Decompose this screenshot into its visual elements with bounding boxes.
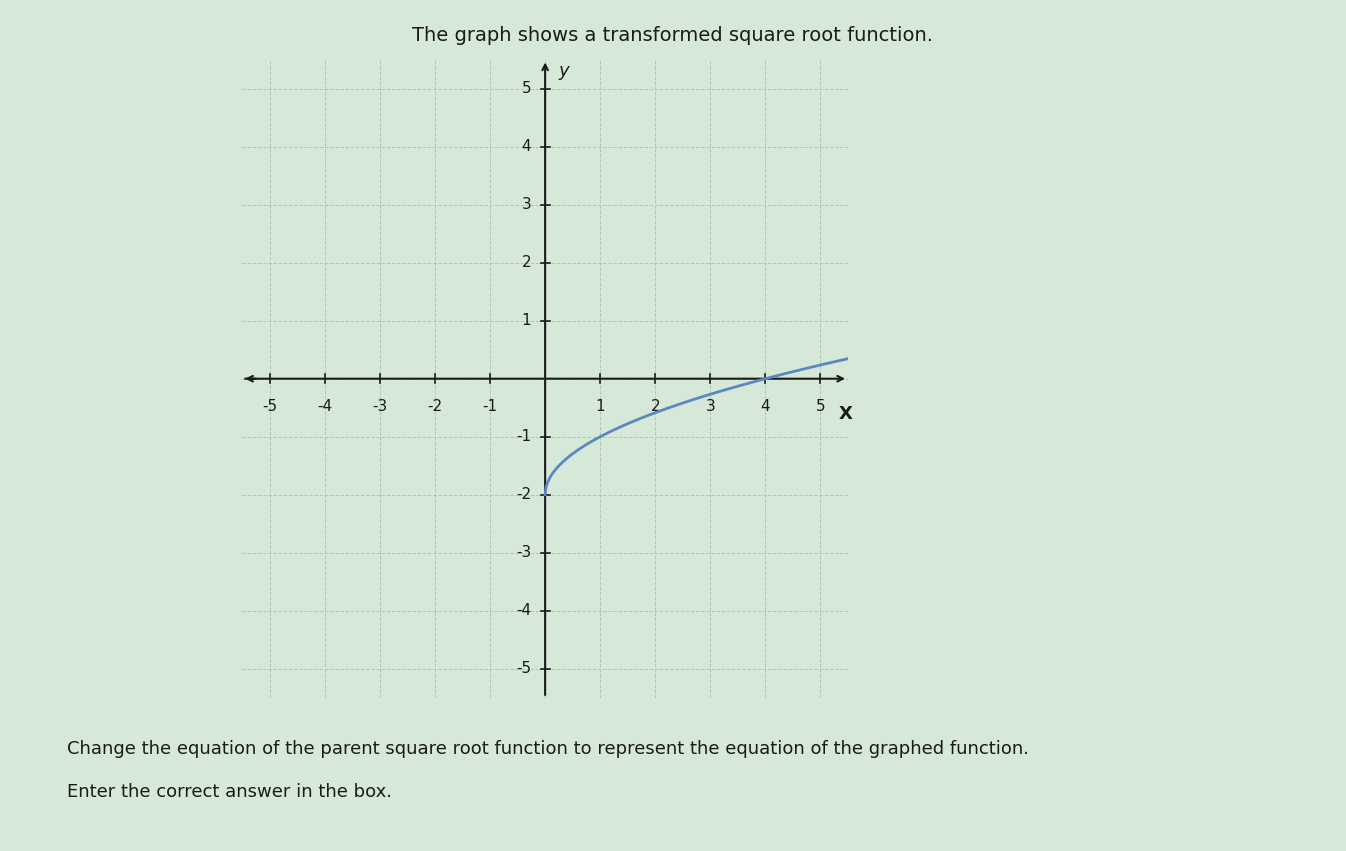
Text: -4: -4 xyxy=(318,399,332,414)
Text: 2: 2 xyxy=(522,255,532,270)
Text: X: X xyxy=(839,405,852,423)
Text: 4: 4 xyxy=(760,399,770,414)
Text: The graph shows a transformed square root function.: The graph shows a transformed square roo… xyxy=(412,26,934,44)
Text: Enter the correct answer in the box.: Enter the correct answer in the box. xyxy=(67,783,392,801)
Text: 5: 5 xyxy=(816,399,825,414)
Text: -4: -4 xyxy=(517,603,532,619)
Text: -1: -1 xyxy=(517,429,532,444)
Text: Change the equation of the parent square root function to represent the equation: Change the equation of the parent square… xyxy=(67,740,1030,758)
Text: -5: -5 xyxy=(517,661,532,677)
Text: 3: 3 xyxy=(522,197,532,212)
Text: -1: -1 xyxy=(482,399,498,414)
Text: 1: 1 xyxy=(522,313,532,328)
Text: 1: 1 xyxy=(595,399,604,414)
Text: 5: 5 xyxy=(522,81,532,96)
Text: -3: -3 xyxy=(516,545,532,560)
Text: -3: -3 xyxy=(373,399,388,414)
Text: 2: 2 xyxy=(650,399,660,414)
Text: -2: -2 xyxy=(428,399,443,414)
Text: -5: -5 xyxy=(262,399,277,414)
Text: -2: -2 xyxy=(517,488,532,502)
Text: y: y xyxy=(559,62,569,81)
Text: 3: 3 xyxy=(705,399,715,414)
Text: 4: 4 xyxy=(522,139,532,154)
